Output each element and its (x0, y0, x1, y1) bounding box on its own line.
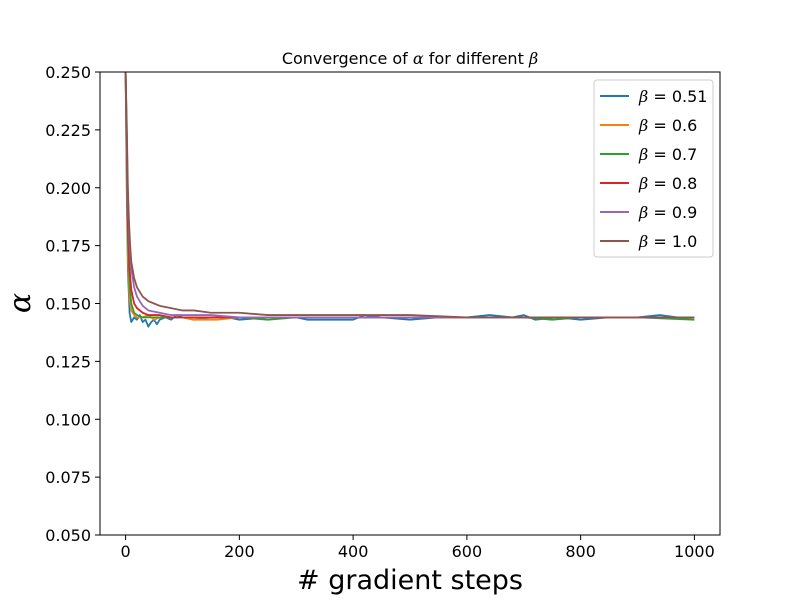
x-axis-label: # gradient steps (297, 565, 523, 596)
y-tick-label: 0.100 (45, 410, 91, 429)
legend-label-1: β = 0.51 (638, 87, 707, 106)
series-layer (124, 72, 695, 328)
title-part-1: Convergence of (282, 49, 413, 68)
title-beta: β (528, 49, 538, 68)
series-line-6 (124, 72, 695, 319)
legend-label-3: β = 0.7 (638, 145, 697, 164)
x-axis: 0 200 400 600 800 1000 (121, 535, 715, 561)
y-tick-label: 0.125 (45, 352, 91, 371)
legend: β = 0.51 β = 0.6 β = 0.7 β = 0.8 β = 0.9 β = … (593, 79, 714, 258)
y-tick-label: 0.150 (45, 295, 91, 314)
y-tick-label: 0.200 (45, 179, 91, 198)
title-alpha: α (413, 49, 424, 68)
chart-title: Convergence of α for different β (282, 49, 538, 68)
x-tick-label: 600 (452, 542, 483, 561)
legend-label-2: β = 0.6 (638, 116, 697, 135)
x-tick-label: 0 (121, 542, 131, 561)
legend-label-4: β = 0.8 (638, 174, 697, 193)
x-tick-label: 1000 (674, 542, 715, 561)
y-tick-label: 0.175 (45, 237, 91, 256)
y-tick-label: 0.250 (45, 63, 91, 82)
legend-box (593, 79, 714, 258)
y-axis: 0.050 0.075 0.100 0.125 0.150 0.175 0.200 0.225… (45, 63, 100, 545)
y-axis-label: α (3, 293, 38, 313)
legend-label-5: β = 0.9 (638, 203, 697, 222)
legend-label-6: β = 1.0 (638, 232, 697, 251)
x-tick-label: 200 (224, 542, 255, 561)
y-tick-label: 0.075 (45, 468, 91, 487)
y-tick-label: 0.225 (45, 121, 91, 140)
x-tick-label: 800 (565, 542, 596, 561)
x-tick-label: 400 (338, 542, 369, 561)
y-tick-label: 0.050 (45, 526, 91, 545)
title-part-3: for different (424, 49, 529, 68)
